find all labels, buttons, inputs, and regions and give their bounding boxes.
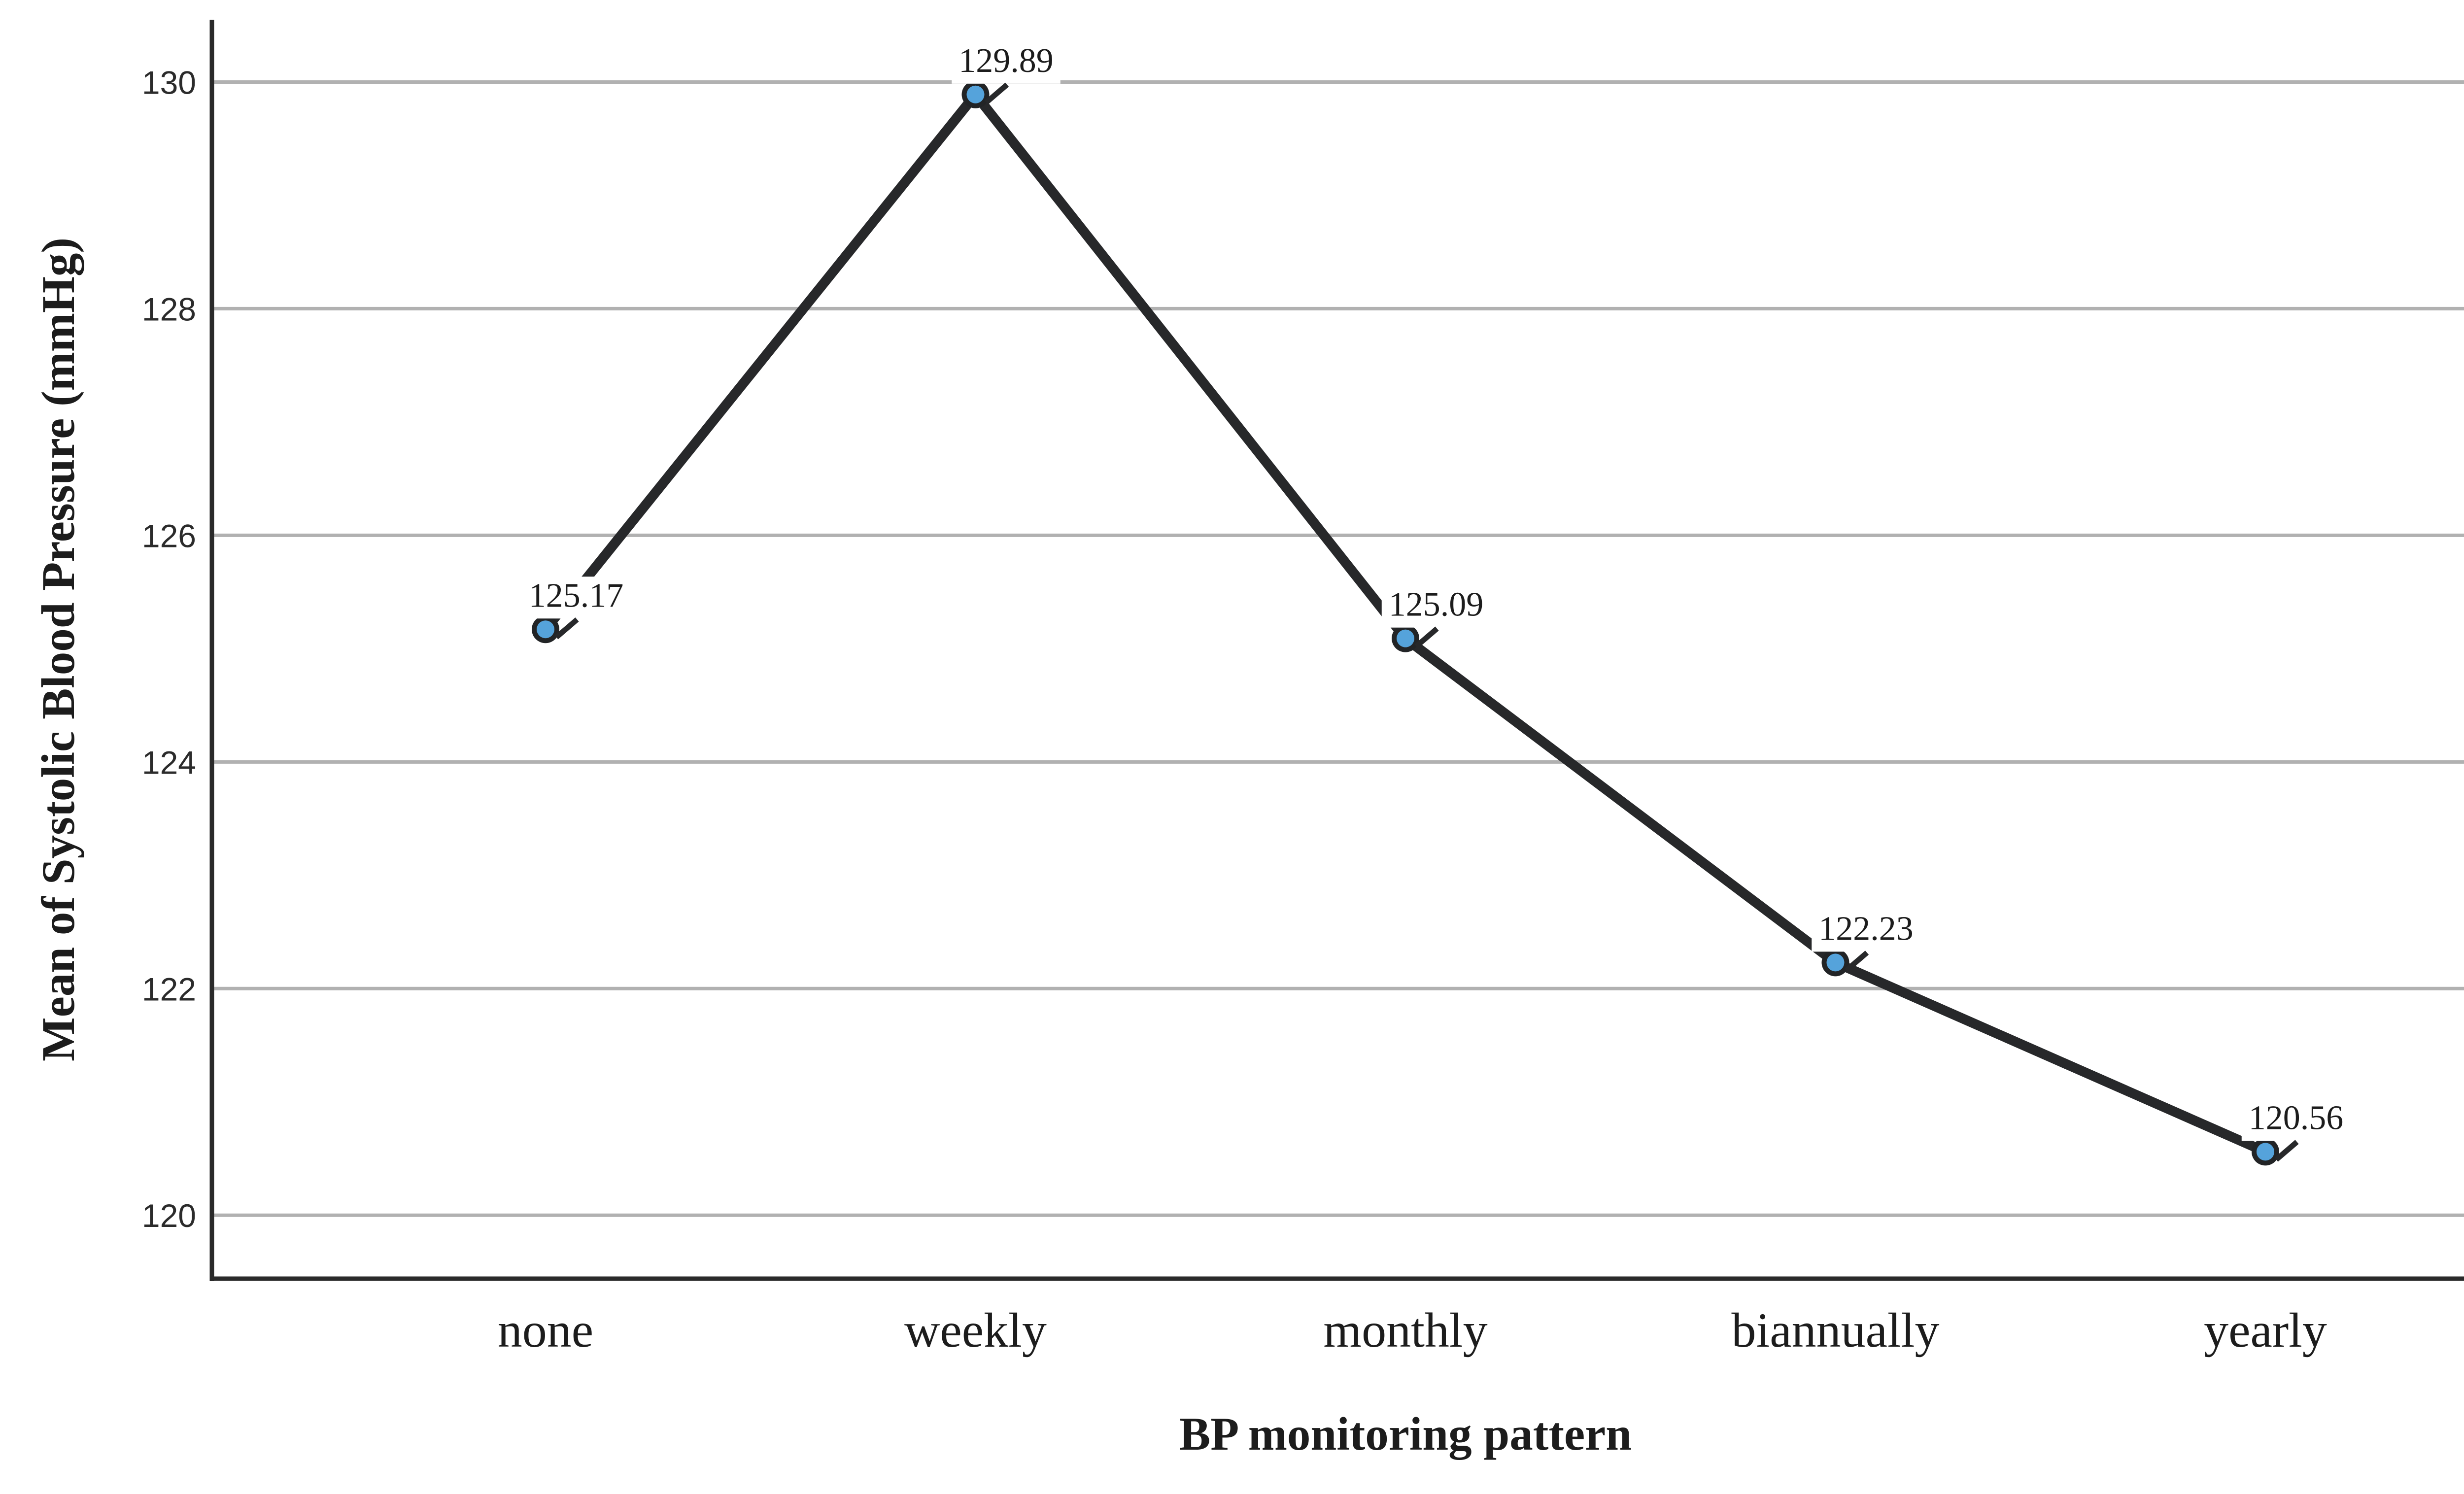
x-tick-label-weekly: weekly (904, 1303, 1047, 1358)
data-label-box-yearly (2241, 1099, 2351, 1141)
x-axis-title: BP monitoring pattern (1179, 1408, 1632, 1460)
gridlines (212, 80, 2464, 1217)
data-label-connectors (554, 82, 2299, 1162)
label-connector-biannually (1844, 951, 1869, 973)
data-label-biannually: 122.23 (1818, 910, 1914, 948)
label-connector-weekly (984, 82, 1009, 104)
y-tick-label-128: 128 (142, 291, 196, 327)
data-label-box-weekly (952, 41, 1061, 84)
x-axis-category-labels: none weekly monthly biannually yearly (498, 1303, 2327, 1358)
marker-none (537, 620, 554, 639)
y-axis-tick-labels: 120 122 124 126 128 130 (142, 64, 196, 1234)
label-connector-none (554, 617, 579, 640)
x-tick-label-monthly: monthly (1323, 1303, 1487, 1358)
marker-biannually (1826, 953, 1845, 972)
data-label-boxes (521, 41, 2351, 1141)
y-axis-title: Mean of Systolic Blood Pressure (mmHg) (32, 238, 84, 1061)
x-tick-label-yearly: yearly (2204, 1303, 2327, 1358)
label-connector-yearly (2274, 1140, 2299, 1162)
data-label-box-none (521, 577, 631, 619)
y-tick-label-126: 126 (142, 517, 196, 554)
data-point-markers (532, 80, 2279, 1166)
x-tick-label-biannually: biannually (1731, 1303, 1939, 1358)
marker-monthly (1397, 629, 1414, 647)
y-tick-label-124: 124 (142, 744, 196, 781)
data-label-monthly: 125.09 (1389, 586, 1484, 624)
x-tick-label-none: none (498, 1303, 593, 1358)
axis-spines (209, 20, 2464, 1281)
label-connector-monthly (1414, 626, 1439, 648)
data-label-yearly: 120.56 (2249, 1099, 2344, 1137)
data-label-box-monthly (1381, 585, 1491, 628)
data-label-texts: 125.17 129.89 125.09 122.23 120.56 (529, 42, 2344, 1137)
marker-yearly (2257, 1143, 2274, 1161)
data-label-weekly: 129.89 (958, 42, 1054, 80)
y-tick-label-122: 122 (142, 971, 196, 1007)
y-tick-label-130: 130 (142, 64, 196, 101)
marker-weekly (966, 85, 985, 103)
data-label-none: 125.17 (529, 577, 624, 614)
data-label-box-biannually (1812, 910, 1920, 952)
y-tick-label-120: 120 (142, 1197, 196, 1234)
